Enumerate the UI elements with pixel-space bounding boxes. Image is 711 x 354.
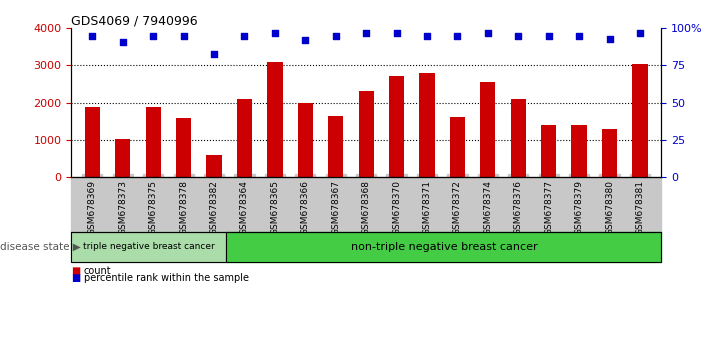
Point [422,33,433,39]
Point [239,33,250,39]
Point [482,30,493,36]
Text: ■: ■ [71,273,80,283]
Point [573,33,584,39]
Text: ■: ■ [71,266,80,276]
Text: GDS4069 / 7940996: GDS4069 / 7940996 [71,14,198,27]
Text: percentile rank within the sample: percentile rank within the sample [84,273,249,283]
Point [178,33,189,39]
Bar [298,103,313,177]
Bar [146,107,161,177]
Point [543,33,555,39]
Bar [267,62,282,177]
Bar [328,116,343,177]
Text: count: count [84,266,112,276]
Bar [572,125,587,177]
Bar [632,64,648,177]
Point [451,33,463,39]
Bar [176,118,191,177]
Point [360,30,372,36]
Bar [206,155,222,177]
Point [513,33,524,39]
Point [148,33,159,39]
Point [604,37,615,42]
Bar [389,76,404,177]
Text: non-triple negative breast cancer: non-triple negative breast cancer [351,242,537,252]
Bar [419,73,434,177]
Bar [237,99,252,177]
Point [634,30,646,36]
Point [391,30,402,36]
Bar [115,139,130,177]
Point [299,37,311,43]
Bar [602,129,617,177]
Point [208,51,220,57]
Bar [510,99,526,177]
Bar [450,117,465,177]
Text: disease state ▶: disease state ▶ [0,242,81,252]
Point [330,33,341,39]
Bar [541,125,556,177]
Point [269,30,281,36]
Bar [480,82,496,177]
Bar [85,107,100,177]
Point [87,33,98,39]
Bar [358,91,374,177]
Point [117,39,129,45]
Text: triple negative breast cancer: triple negative breast cancer [83,242,215,251]
